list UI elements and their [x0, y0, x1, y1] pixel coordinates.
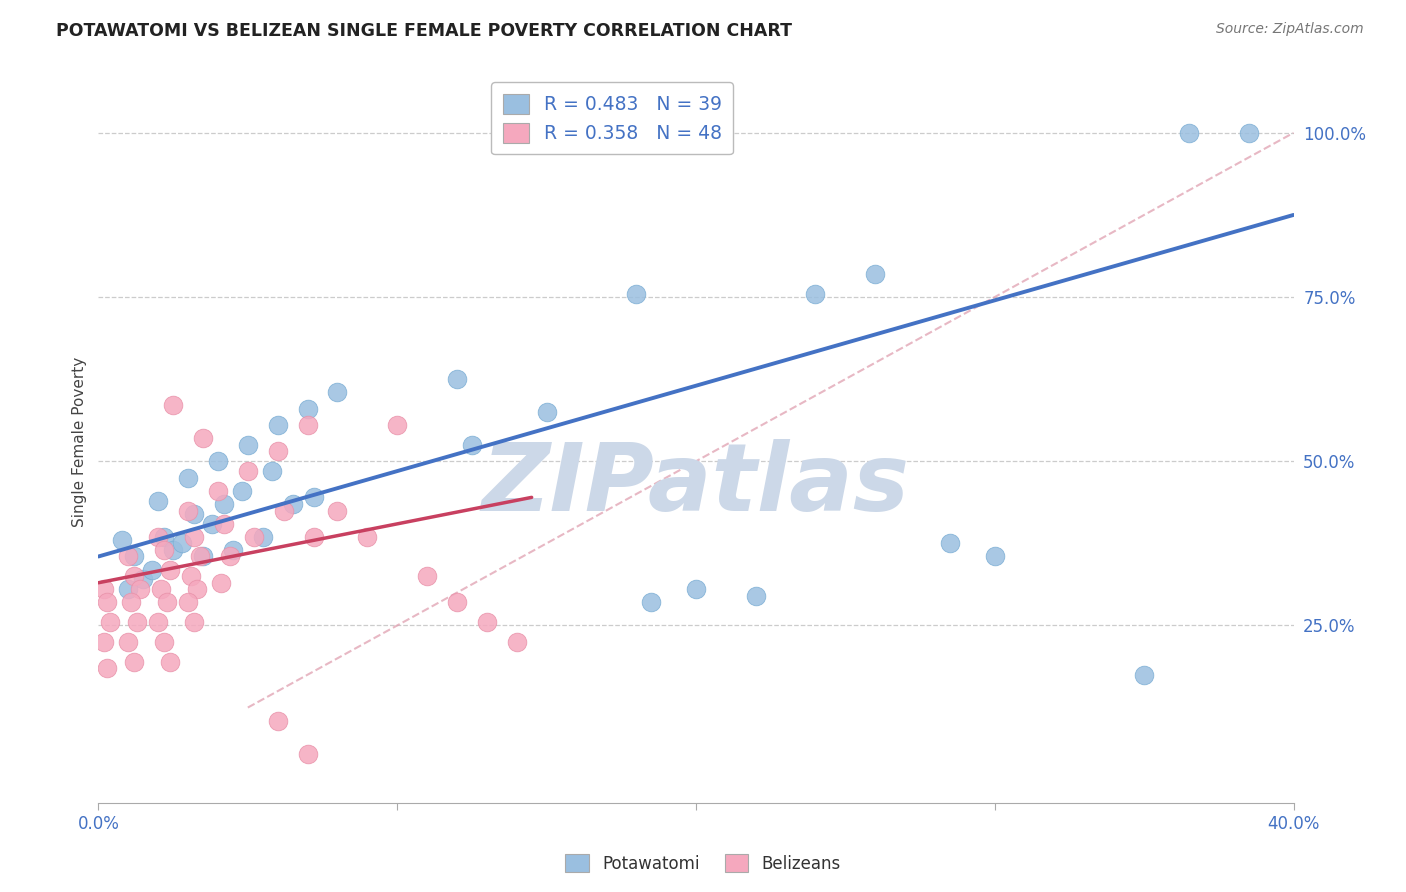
Point	[186, 582, 208, 597]
Point	[297, 401, 319, 416]
Point	[356, 530, 378, 544]
Point	[222, 542, 245, 557]
Point	[446, 372, 468, 386]
Point	[207, 454, 229, 468]
Point	[177, 471, 200, 485]
Point	[159, 655, 181, 669]
Point	[252, 530, 274, 544]
Point	[626, 286, 648, 301]
Point	[416, 569, 439, 583]
Point	[177, 503, 200, 517]
Point	[231, 483, 253, 498]
Point	[1133, 667, 1156, 681]
Point	[96, 595, 118, 609]
Point	[267, 444, 290, 458]
Point	[188, 549, 211, 564]
Point	[124, 569, 146, 583]
Text: POTAWATOMI VS BELIZEAN SINGLE FEMALE POVERTY CORRELATION CHART: POTAWATOMI VS BELIZEAN SINGLE FEMALE POV…	[56, 22, 792, 40]
Point	[260, 464, 283, 478]
Point	[180, 569, 202, 583]
Point	[865, 267, 887, 281]
Point	[212, 516, 235, 531]
Point	[153, 635, 176, 649]
Point	[236, 438, 259, 452]
Point	[804, 286, 827, 301]
Point	[117, 549, 139, 564]
Point	[156, 595, 179, 609]
Point	[191, 549, 214, 564]
Point	[117, 582, 139, 597]
Point	[461, 438, 484, 452]
Point	[162, 542, 184, 557]
Point	[326, 503, 349, 517]
Point	[219, 549, 242, 564]
Point	[93, 635, 115, 649]
Point	[506, 635, 529, 649]
Point	[201, 516, 224, 531]
Point	[124, 549, 146, 564]
Point	[148, 493, 170, 508]
Point	[297, 747, 319, 761]
Point	[191, 431, 214, 445]
Point	[183, 615, 205, 630]
Point	[939, 536, 962, 550]
Point	[385, 418, 409, 433]
Point	[159, 563, 181, 577]
Point	[153, 530, 176, 544]
Point	[475, 615, 498, 630]
Point	[536, 405, 558, 419]
Point	[745, 589, 768, 603]
Point	[1237, 126, 1260, 140]
Point	[236, 464, 259, 478]
Point	[96, 661, 118, 675]
Point	[150, 582, 173, 597]
Point	[267, 418, 290, 433]
Text: Source: ZipAtlas.com: Source: ZipAtlas.com	[1216, 22, 1364, 37]
Point	[243, 530, 266, 544]
Y-axis label: Single Female Poverty: Single Female Poverty	[72, 357, 87, 526]
Point	[273, 503, 295, 517]
Point	[1178, 126, 1201, 140]
Point	[117, 635, 139, 649]
Point	[98, 615, 122, 630]
Legend: R = 0.483   N = 39, R = 0.358   N = 48: R = 0.483 N = 39, R = 0.358 N = 48	[492, 82, 733, 154]
Point	[120, 595, 142, 609]
Point	[302, 491, 325, 505]
Point	[132, 573, 155, 587]
Point	[127, 615, 149, 630]
Point	[148, 615, 170, 630]
Point	[124, 655, 146, 669]
Text: ZIPatlas: ZIPatlas	[482, 439, 910, 531]
Point	[148, 530, 170, 544]
Point	[162, 398, 184, 412]
Point	[984, 549, 1007, 564]
Point	[177, 595, 200, 609]
Point	[111, 533, 134, 547]
Point	[153, 542, 176, 557]
Point	[183, 530, 205, 544]
Point	[281, 497, 304, 511]
Point	[129, 582, 152, 597]
Point	[302, 530, 325, 544]
Point	[212, 497, 235, 511]
Point	[93, 582, 115, 597]
Point	[209, 575, 232, 590]
Point	[183, 507, 205, 521]
Point	[141, 563, 163, 577]
Point	[446, 595, 468, 609]
Point	[685, 582, 707, 597]
Point	[172, 536, 194, 550]
Point	[207, 483, 229, 498]
Point	[267, 714, 290, 728]
Point	[640, 595, 662, 609]
Point	[297, 418, 319, 433]
Point	[326, 385, 349, 400]
